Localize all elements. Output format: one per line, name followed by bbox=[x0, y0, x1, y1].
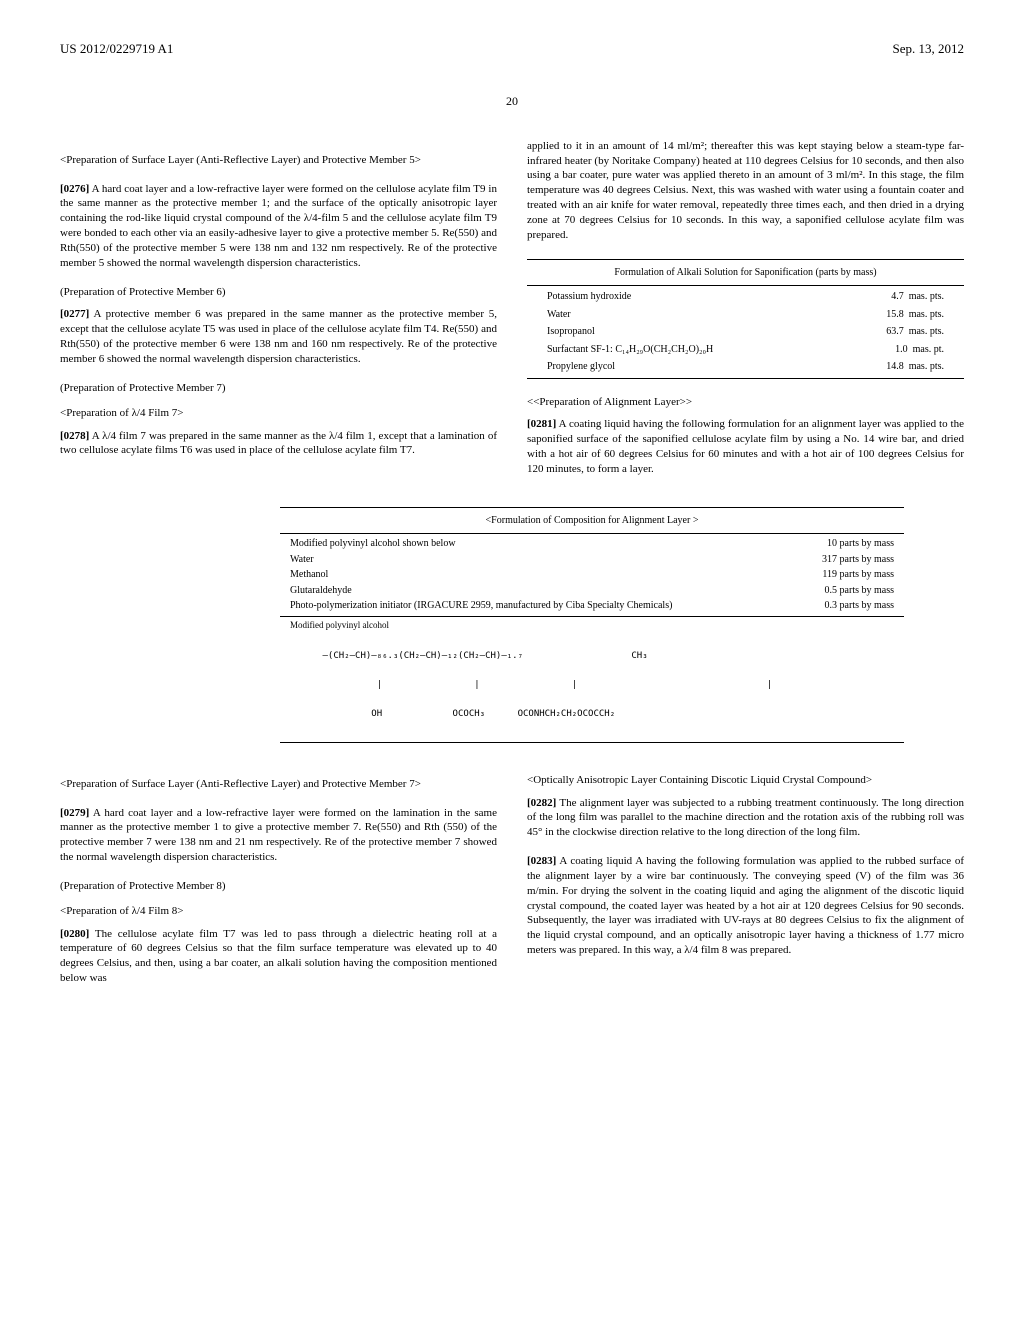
table-title: Formulation of Alkali Solution for Sapon… bbox=[527, 262, 964, 284]
subsection-title: <Preparation of λ/4 Film 8> bbox=[60, 904, 497, 919]
paragraph: [0282] The alignment layer was subjected… bbox=[527, 796, 964, 841]
paragraph: [0278] A λ/4 film 7 was prepared in the … bbox=[60, 429, 497, 459]
para-number: [0276] bbox=[60, 183, 89, 195]
paragraph: [0279] A hard coat layer and a low-refra… bbox=[60, 806, 497, 865]
para-number: [0279] bbox=[60, 807, 89, 819]
alignment-table-section: <Formulation of Composition for Alignmen… bbox=[60, 507, 964, 743]
table-row: Water15.8 mas. pts. bbox=[527, 306, 964, 324]
para-text: The alignment layer was subjected to a r… bbox=[527, 797, 964, 839]
paragraph: [0276] A hard coat layer and a low-refra… bbox=[60, 182, 497, 271]
para-text: A protective member 6 was prepared in th… bbox=[60, 308, 497, 365]
page-header: US 2012/0229719 A1 Sep. 13, 2012 bbox=[60, 40, 964, 58]
paragraph: [0280] The cellulose acylate film T7 was… bbox=[60, 927, 497, 986]
para-text: A coating liquid having the following fo… bbox=[527, 418, 964, 475]
subsection-title: <Optically Anisotropic Layer Containing … bbox=[527, 773, 964, 788]
table-title: <Formulation of Composition for Alignmen… bbox=[280, 510, 904, 532]
para-text: A hard coat layer and a low-refractive l… bbox=[60, 807, 497, 864]
subsection-title: (Preparation of Protective Member 7) bbox=[60, 381, 497, 396]
page-number: 20 bbox=[60, 93, 964, 109]
para-number: [0278] bbox=[60, 430, 89, 442]
table-row: Surfactant SF-1: C₁₄H₂₉O(CH₂CH₂O)₂₀H1.0 … bbox=[527, 341, 964, 359]
alkali-table: Formulation of Alkali Solution for Sapon… bbox=[527, 259, 964, 379]
para-text: The cellulose acylate film T7 was led to… bbox=[60, 928, 497, 985]
para-number: [0280] bbox=[60, 928, 89, 940]
paragraph: [0283] A coating liquid A having the fol… bbox=[527, 854, 964, 958]
subsection-title: <Preparation of λ/4 Film 7> bbox=[60, 406, 497, 421]
paragraph: [0277] A protective member 6 was prepare… bbox=[60, 307, 497, 366]
table-row: Methanol119 parts by mass bbox=[280, 567, 904, 583]
content-columns: <Preparation of Surface Layer (Anti-Refl… bbox=[60, 139, 964, 491]
para-number: [0281] bbox=[527, 418, 556, 430]
pub-date: Sep. 13, 2012 bbox=[893, 40, 965, 58]
right-column: applied to it in an amount of 14 ml/m²; … bbox=[527, 139, 964, 491]
pub-number: US 2012/0229719 A1 bbox=[60, 40, 173, 58]
para-text: A coating liquid A having the following … bbox=[527, 855, 964, 956]
left-column-lower: <Preparation of Surface Layer (Anti-Refl… bbox=[60, 763, 497, 1000]
chemical-formula: —(CH₂—CH)—₈₆.₃(CH₂—CH)—₁₂(CH₂—CH)—₁.₇ CH… bbox=[280, 631, 904, 740]
alignment-table: <Formulation of Composition for Alignmen… bbox=[280, 507, 904, 743]
section-title: <Preparation of Surface Layer (Anti-Refl… bbox=[60, 777, 497, 792]
right-column-lower: <Optically Anisotropic Layer Containing … bbox=[527, 763, 964, 1000]
para-number: [0282] bbox=[527, 797, 556, 809]
para-number: [0277] bbox=[60, 308, 89, 320]
subsection-title: (Preparation of Protective Member 6) bbox=[60, 285, 497, 300]
subsection-title: <<Preparation of Alignment Layer>> bbox=[527, 395, 964, 410]
table-row: Photo-polymerization initiator (IRGACURE… bbox=[280, 598, 904, 614]
subsection-title: (Preparation of Protective Member 8) bbox=[60, 879, 497, 894]
table-row: Modified polyvinyl alcohol shown below10… bbox=[280, 536, 904, 552]
table-row: Propylene glycol14.8 mas. pts. bbox=[527, 358, 964, 376]
section-title: <Preparation of Surface Layer (Anti-Refl… bbox=[60, 153, 497, 168]
paragraph-continuation: applied to it in an amount of 14 ml/m²; … bbox=[527, 139, 964, 243]
para-text: A hard coat layer and a low-refractive l… bbox=[60, 183, 497, 269]
table-row: Water317 parts by mass bbox=[280, 552, 904, 568]
content-columns-lower: <Preparation of Surface Layer (Anti-Refl… bbox=[60, 763, 964, 1000]
para-number: [0283] bbox=[527, 855, 556, 867]
formula-label: Modified polyvinyl alcohol bbox=[280, 619, 904, 631]
left-column: <Preparation of Surface Layer (Anti-Refl… bbox=[60, 139, 497, 491]
para-text: A λ/4 film 7 was prepared in the same ma… bbox=[60, 430, 497, 457]
paragraph: [0281] A coating liquid having the follo… bbox=[527, 417, 964, 476]
table-row: Potassium hydroxide4.7 mas. pts. bbox=[527, 288, 964, 306]
table-row: Glutaraldehyde0.5 parts by mass bbox=[280, 583, 904, 599]
table-row: Isopropanol63.7 mas. pts. bbox=[527, 323, 964, 341]
